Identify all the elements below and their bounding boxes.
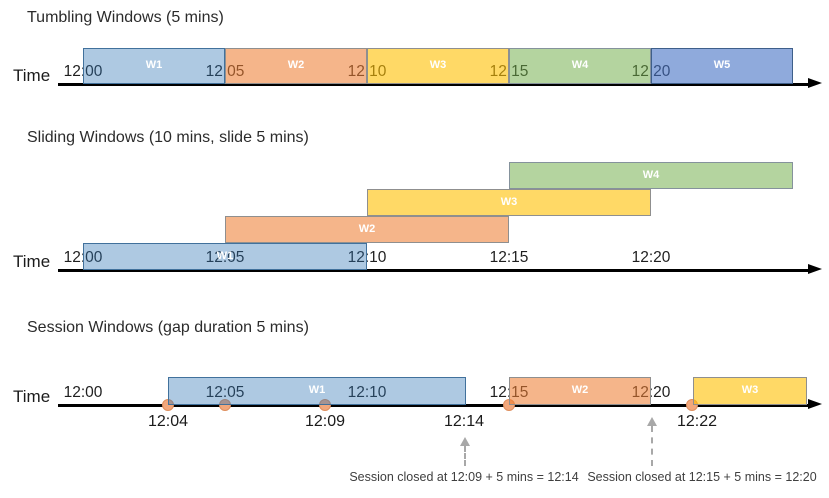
window-label: W3 — [741, 384, 759, 396]
window-label: W2 — [571, 384, 589, 396]
session-section-title: Session Windows (gap duration 5 mins) — [27, 319, 309, 336]
axis-arrowhead — [808, 77, 822, 88]
window-label: W1 — [216, 249, 234, 262]
window-bar — [693, 377, 807, 405]
tick-label: 12:00 — [63, 384, 103, 401]
window-bar — [367, 189, 651, 216]
axis-arrowhead — [808, 398, 822, 409]
axis-arrowhead — [808, 263, 822, 274]
window-label: W3 — [429, 59, 447, 71]
session-note: Session closed at 12:15 + 5 mins = 12:20 — [587, 470, 817, 484]
time-axis — [58, 404, 810, 407]
tick-label: 12:10 — [347, 384, 387, 401]
window-label: W3 — [500, 195, 518, 208]
annotation-arrowhead — [460, 437, 470, 446]
tumbling-section-title: Tumbling Windows (5 mins) — [27, 9, 224, 26]
event-time-label: 12:04 — [147, 413, 189, 430]
event-time-label: 12:22 — [676, 413, 718, 430]
event-time-label: 12:09 — [304, 413, 346, 430]
event-dot — [219, 399, 231, 411]
window-bar — [225, 48, 367, 84]
tumbling-time-axis-label: Time — [13, 66, 51, 85]
window-bar — [367, 48, 509, 84]
window-bar — [509, 48, 651, 84]
window-label: W4 — [642, 168, 660, 181]
window-bar — [509, 162, 793, 189]
tick-label: 12:20 — [631, 249, 671, 266]
tick-label: 12:05 — [205, 249, 245, 266]
sliding-section-title: Sliding Windows (10 mins, slide 5 mins) — [27, 129, 309, 146]
event-time-label: 12:14 — [443, 413, 485, 430]
tick-label: 12:10 — [347, 249, 387, 266]
sliding-time-axis-label: Time — [13, 252, 51, 271]
tick-label: 12:05 — [205, 384, 245, 401]
tick-label: 12:15 — [489, 249, 529, 266]
time-axis — [58, 83, 810, 86]
window-bar — [651, 48, 793, 84]
window-bar — [83, 243, 367, 270]
window-label: W1 — [308, 384, 326, 396]
session-time-axis-label: Time — [13, 387, 51, 406]
window-bar — [509, 377, 651, 405]
window-label: W2 — [287, 59, 305, 71]
annotation-arrow-line — [651, 426, 653, 466]
time-axis — [58, 269, 810, 272]
window-label: W5 — [713, 59, 731, 71]
event-dot — [319, 399, 331, 411]
annotation-arrowhead — [647, 417, 657, 426]
window-bar — [168, 377, 466, 405]
annotation-arrow-line — [464, 446, 466, 466]
window-label: W4 — [571, 59, 589, 71]
window-bar — [225, 216, 509, 243]
window-bar — [83, 48, 225, 84]
window-label: W2 — [358, 222, 376, 235]
window-label: W1 — [145, 59, 163, 71]
session-note: Session closed at 12:09 + 5 mins = 12:14 — [349, 470, 579, 484]
